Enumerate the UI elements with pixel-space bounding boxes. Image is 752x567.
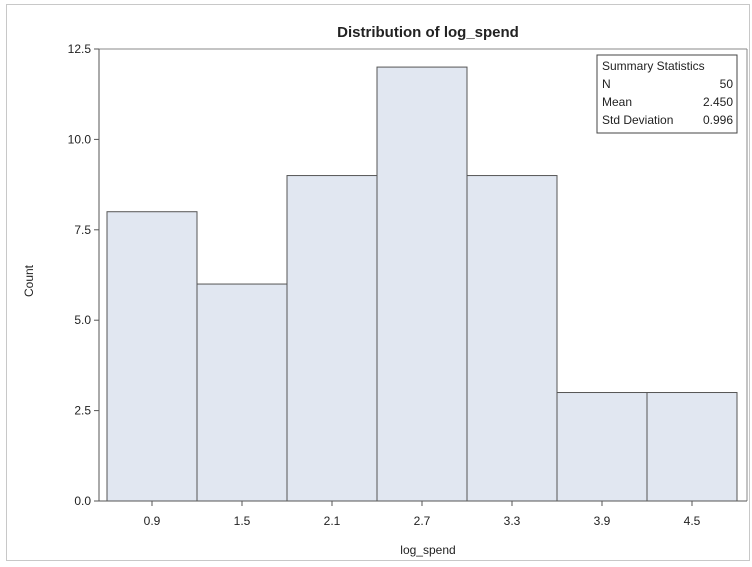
y-tick-label: 0.0 xyxy=(74,494,91,508)
histogram-bar xyxy=(286,175,378,502)
inset-title: Summary Statistics xyxy=(602,59,705,73)
x-tick-label: 4.5 xyxy=(684,514,701,528)
x-tick-label: 0.9 xyxy=(144,514,161,528)
inset-mean-value: 2.450 xyxy=(703,95,733,109)
chart-frame: Distribution of log_spend 0.0 2.5 5.0 7.5 10… xyxy=(6,4,750,561)
histogram-bar xyxy=(376,66,468,502)
histogram-bar xyxy=(646,392,738,502)
bars-group xyxy=(106,66,738,502)
y-tick-label: 12.5 xyxy=(68,42,92,56)
histogram-bar xyxy=(106,211,198,502)
x-tick-label: 2.1 xyxy=(324,514,341,528)
inset-n-label: N xyxy=(602,77,611,91)
histogram-bar xyxy=(556,392,648,502)
y-tick-label: 2.5 xyxy=(74,404,91,418)
inset-n-value: 50 xyxy=(720,77,734,91)
x-axis-title: log_spend xyxy=(400,543,455,557)
inset-std-value: 0.996 xyxy=(703,113,733,127)
chart-title: Distribution of log_spend xyxy=(337,24,519,41)
inset-std-label: Std Deviation xyxy=(602,113,673,127)
histogram-bar xyxy=(196,283,288,502)
x-tick-label: 3.9 xyxy=(594,514,611,528)
inset-box xyxy=(596,54,738,134)
histogram-chart: Distribution of log_spend 0.0 2.5 5.0 7.5 10… xyxy=(22,24,748,557)
y-axis-title: Count xyxy=(22,264,36,297)
axes-group: 0.0 2.5 5.0 7.5 10.0 12.5 0.9 1.5 2.1 2.7 3.3 3.9 4.… xyxy=(68,42,748,528)
x-tick-label: 1.5 xyxy=(234,514,251,528)
x-tick-label: 2.7 xyxy=(414,514,431,528)
x-tick-label: 3.3 xyxy=(504,514,521,528)
inset-mean-label: Mean xyxy=(602,95,632,109)
y-tick-label: 10.0 xyxy=(68,132,92,146)
summary-statistics-inset: Summary Statistics N 50 Mean 2.450 Std D… xyxy=(596,54,738,134)
histogram-bar xyxy=(466,175,558,502)
y-tick-label: 5.0 xyxy=(74,313,91,327)
y-tick-label: 7.5 xyxy=(74,223,91,237)
